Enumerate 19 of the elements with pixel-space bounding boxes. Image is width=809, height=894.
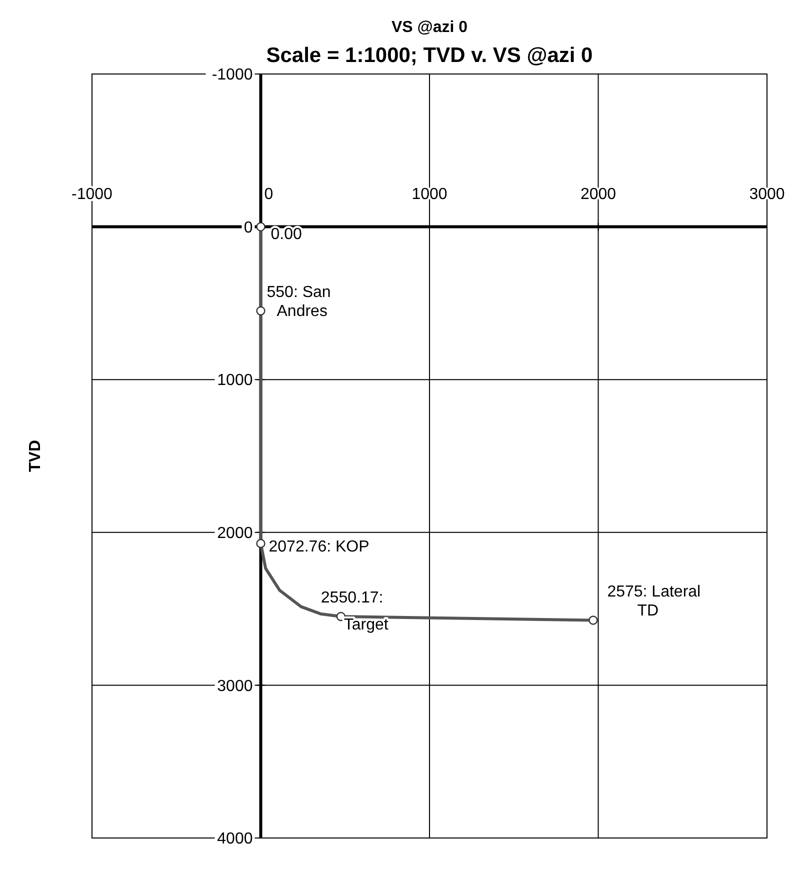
annotation: 0.00 bbox=[270, 226, 302, 243]
annotation: 2550.17: Target bbox=[320, 589, 389, 634]
y-tick-label: 3000 bbox=[217, 678, 253, 695]
y-tick-label: -1000 bbox=[212, 66, 253, 84]
chart-title: Scale = 1:1000; TVD v. VS @azi 0 bbox=[266, 44, 593, 67]
x-axis-title: VS @azi 0 bbox=[391, 19, 468, 36]
annotation: 2575: Lateral TD bbox=[607, 583, 701, 620]
x-tick-label: 0 bbox=[264, 186, 274, 203]
point bbox=[588, 616, 598, 625]
y-tick-label: 4000 bbox=[217, 830, 253, 848]
y-tick-label: 1000 bbox=[217, 372, 253, 390]
y-tick-label: 0 bbox=[244, 219, 253, 236]
y-tick-label: 2000 bbox=[217, 525, 253, 542]
annotation: 550: San Andres bbox=[266, 284, 331, 320]
point bbox=[256, 222, 266, 232]
point bbox=[256, 538, 266, 548]
point bbox=[256, 306, 266, 316]
annotation: 2072.76: KOP bbox=[268, 538, 370, 556]
y-axis-title: TVD bbox=[27, 440, 44, 472]
